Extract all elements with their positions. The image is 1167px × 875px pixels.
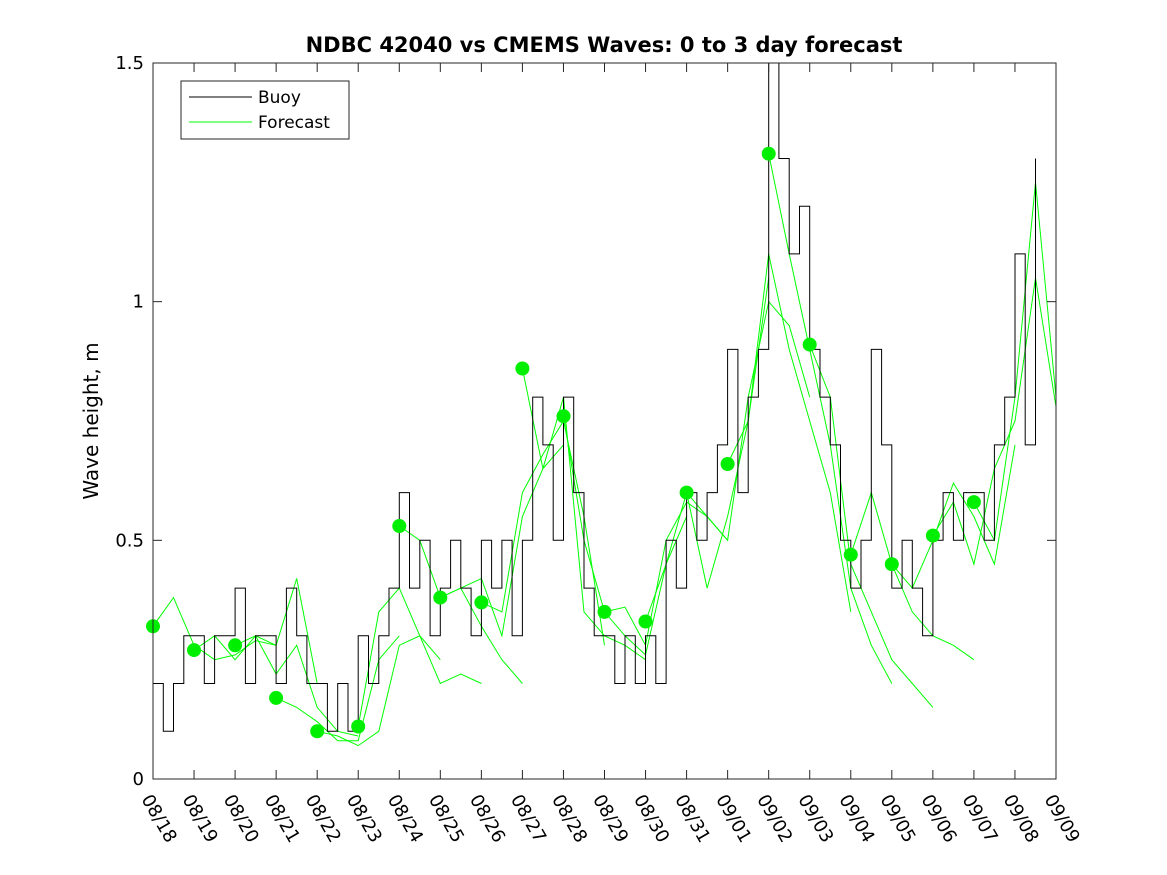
forecast-start-marker-12 (638, 614, 653, 629)
series-layer (146, 62, 1057, 747)
chart-title: NDBC 42040 vs CMEMS Waves: 0 to 3 day fo… (306, 33, 903, 57)
y-tick-label: 0.5 (115, 530, 144, 551)
y-axis-label: Wave height, m (79, 342, 103, 499)
forecast-start-marker-2 (228, 638, 243, 653)
legend-label-forecast: Forecast (258, 113, 330, 133)
forecast-start-marker-15 (761, 146, 776, 161)
forecast-start-marker-3 (269, 690, 284, 705)
axes-box (152, 62, 1057, 780)
forecast-start-marker-8 (474, 595, 489, 610)
forecast-start-marker-4 (310, 724, 325, 739)
forecast-start-marker-11 (597, 604, 612, 619)
forecast-start-marker-9 (515, 361, 530, 376)
forecast-start-marker-5 (351, 719, 366, 734)
plot-area (153, 63, 1056, 779)
forecast-start-marker-1 (187, 643, 201, 658)
forecast-start-marker-13 (679, 485, 694, 500)
forecast-start-marker-20 (966, 495, 981, 510)
forecast-start-marker-17 (843, 547, 858, 562)
forecast-start-marker-14 (720, 457, 735, 471)
forecast-start-marker-7 (433, 590, 448, 605)
y-tick-label: 1.5 (115, 53, 144, 74)
forecast-line-5 (357, 587, 482, 727)
legend: Buoy Forecast (180, 80, 350, 140)
forecast-start-marker-6 (392, 519, 407, 533)
forecast-start-marker-18 (884, 557, 899, 572)
forecast-start-marker-10 (556, 409, 571, 424)
forecast-start-marker-19 (925, 528, 940, 543)
legend-box (180, 80, 350, 140)
y-tick-label: 1 (133, 292, 144, 313)
buoy-line (153, 62, 1036, 732)
forecast-start-marker-16 (802, 337, 817, 352)
y-tick-label: 0 (133, 769, 144, 790)
legend-label-buoy: Buoy (258, 88, 301, 108)
